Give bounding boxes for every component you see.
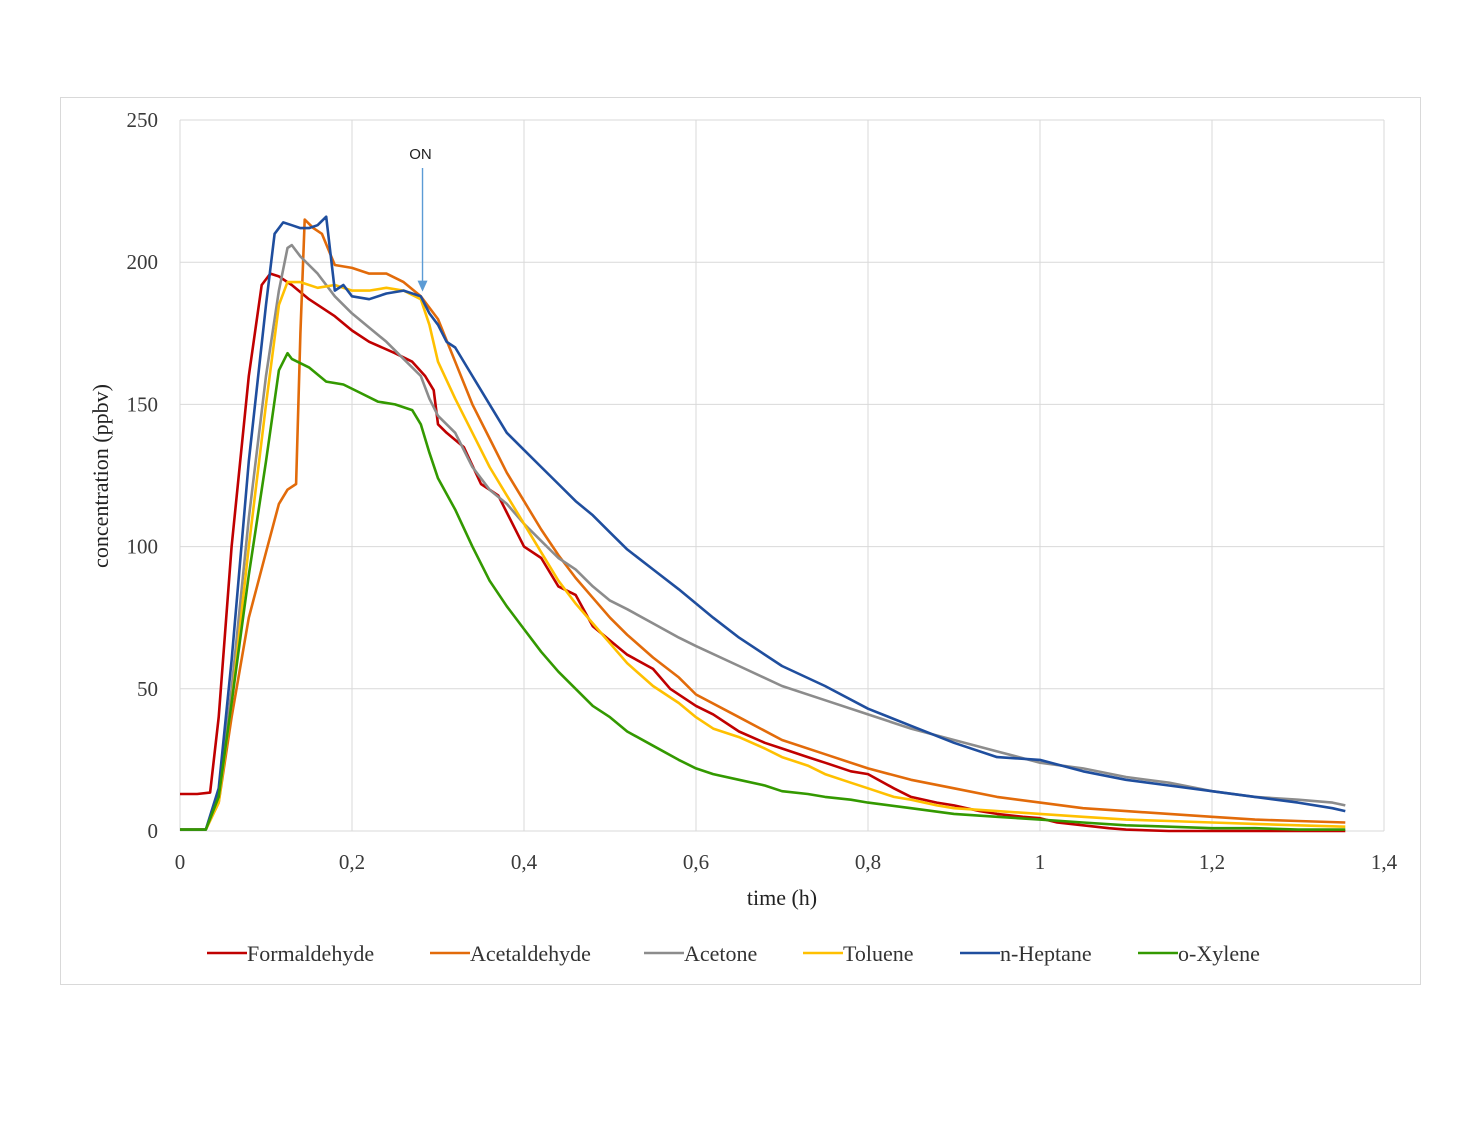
x-tick-label: 1,2: [1199, 850, 1225, 874]
x-tick-label: 0,8: [855, 850, 881, 874]
series-line-acetaldehyde: [180, 218, 1346, 831]
series-line-acetone: [180, 243, 1346, 831]
series-lines: [180, 215, 1346, 833]
x-tick-label: 0,4: [511, 850, 538, 874]
on-annotation: ON: [409, 146, 432, 292]
y-tick-labels: 0 50 100 150 200 250: [127, 108, 159, 843]
legend-label-formaldehyde: Formaldehyde: [247, 941, 374, 966]
y-axis-title: concentration (ppbv): [88, 384, 113, 568]
y-tick-label: 250: [127, 108, 159, 132]
series-line-n-heptane: [180, 215, 1346, 831]
series-line-toluene: [180, 280, 1346, 831]
x-tick-label: 1: [1035, 850, 1046, 874]
legend-label-acetone: Acetone: [684, 941, 757, 966]
chart-frame: [60, 97, 1421, 985]
series-line-formaldehyde: [180, 272, 1346, 833]
legend-label-o-xylene: o-Xylene: [1178, 941, 1260, 966]
x-tick-labels: 0 0,2 0,4 0,6 0,8 1 1,2 1,4: [175, 850, 1398, 874]
series-line-o-xylene: [180, 351, 1346, 831]
annotation-label: ON: [409, 146, 432, 163]
gridlines: [179, 119, 1385, 832]
legend-label-toluene: Toluene: [843, 941, 914, 966]
legend: Formaldehyde Acetaldehyde Acetone Toluene n-…: [207, 941, 1260, 966]
y-tick-label: 0: [148, 819, 159, 843]
x-tick-label: 0,2: [339, 850, 365, 874]
x-axis-title: time (h): [747, 885, 817, 910]
x-tick-label: 1,4: [1371, 850, 1398, 874]
legend-label-acetaldehyde: Acetaldehyde: [470, 941, 591, 966]
annotation-arrowhead: [417, 280, 428, 292]
y-tick-label: 150: [127, 392, 159, 416]
x-tick-label: 0: [175, 850, 186, 874]
x-tick-label: 0,6: [683, 850, 709, 874]
y-tick-label: 50: [137, 677, 158, 701]
legend-label-n-heptane: n-Heptane: [1000, 941, 1092, 966]
y-tick-label: 100: [127, 535, 159, 559]
y-tick-label: 200: [127, 250, 159, 274]
